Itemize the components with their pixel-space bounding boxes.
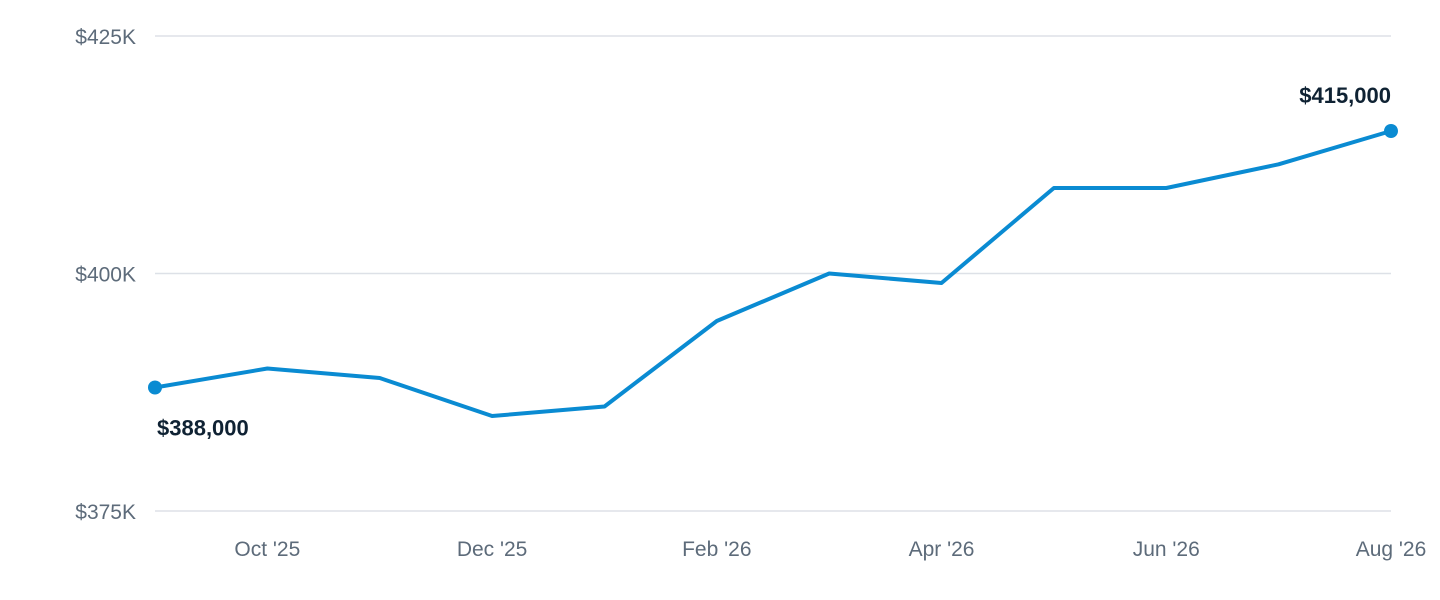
x-tick-label: Oct '25 <box>234 538 300 561</box>
data-point-0[interactable] <box>148 380 162 395</box>
x-tick-label: Feb '26 <box>682 538 751 561</box>
y-tick-label: $375K <box>75 501 136 524</box>
x-axis: Oct '25 Dec '25 Feb '26 Apr '26 Jun '26 Aug '… <box>234 538 1426 561</box>
gridlines <box>155 35 1391 512</box>
series <box>153 129 1393 418</box>
y-axis: $425K $400K $375K <box>75 26 136 524</box>
series-line-0 <box>153 129 1393 418</box>
data-points <box>148 124 1398 395</box>
data-label-0: $388,000 <box>157 416 249 441</box>
data-point-11[interactable] <box>1384 124 1398 138</box>
y-tick-label: $425K <box>75 26 136 49</box>
x-tick-label: Apr '26 <box>909 538 975 561</box>
y-tick-label: $400K <box>75 264 136 287</box>
x-tick-label: Dec '25 <box>457 538 528 561</box>
data-labels: $388,000 $415,000 <box>157 83 1391 441</box>
x-tick-label: Aug '26 <box>1356 538 1427 561</box>
x-tick-label: Jun '26 <box>1133 538 1200 561</box>
data-label-11: $415,000 <box>1299 83 1391 108</box>
